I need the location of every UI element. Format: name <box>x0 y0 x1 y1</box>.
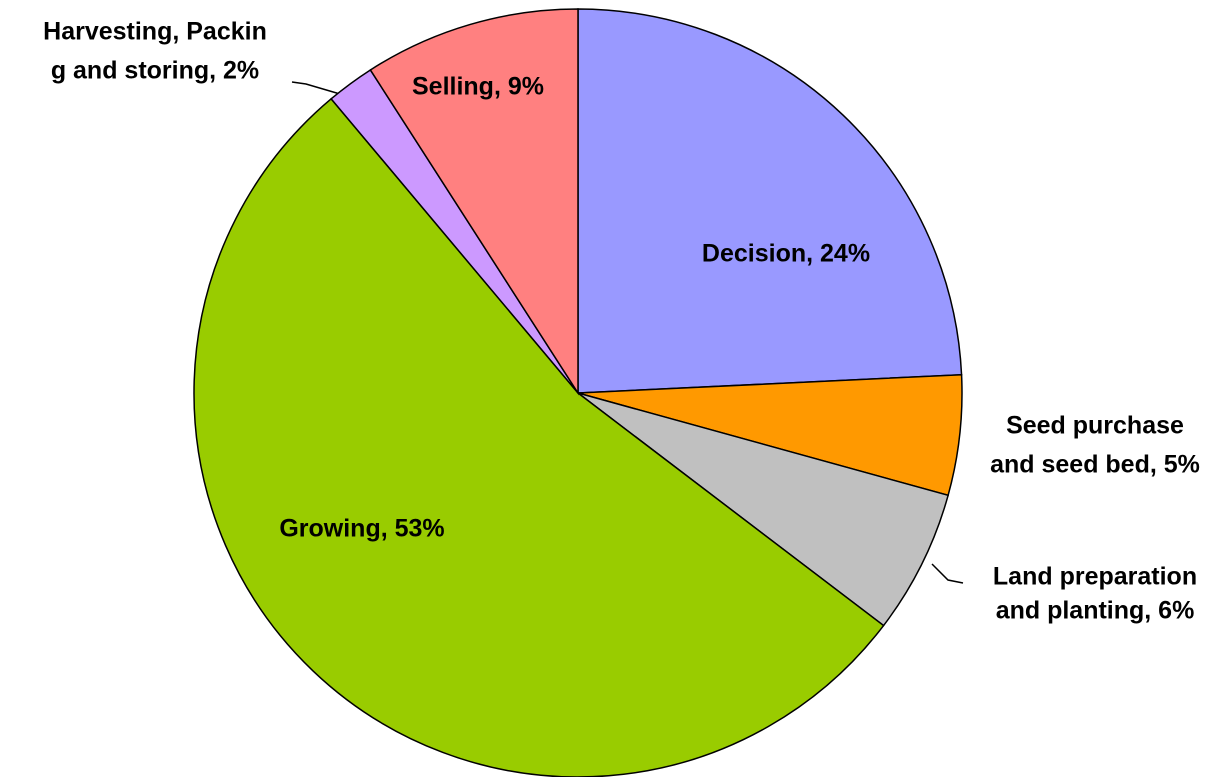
pie-slice <box>577 8 963 394</box>
slice-label: Decision, 24% <box>702 240 870 268</box>
pie-slice <box>369 8 579 396</box>
slice-label: Land preparation <box>993 563 1197 591</box>
slice-label: Seed purchase <box>1006 412 1184 440</box>
leader-line <box>931 563 964 584</box>
slice-label: and seed bed, 5% <box>990 451 1200 479</box>
pie-slice <box>193 97 885 777</box>
slice-label: and planting, 6% <box>996 597 1195 625</box>
leader-line <box>291 81 341 95</box>
slice-label: Selling, 9% <box>412 73 544 101</box>
slice-label: Growing, 53% <box>279 515 444 543</box>
slice-label: Harvesting, Packin <box>43 18 267 46</box>
pie-slice <box>577 392 950 627</box>
slice-label: g and storing, 2% <box>51 57 259 85</box>
